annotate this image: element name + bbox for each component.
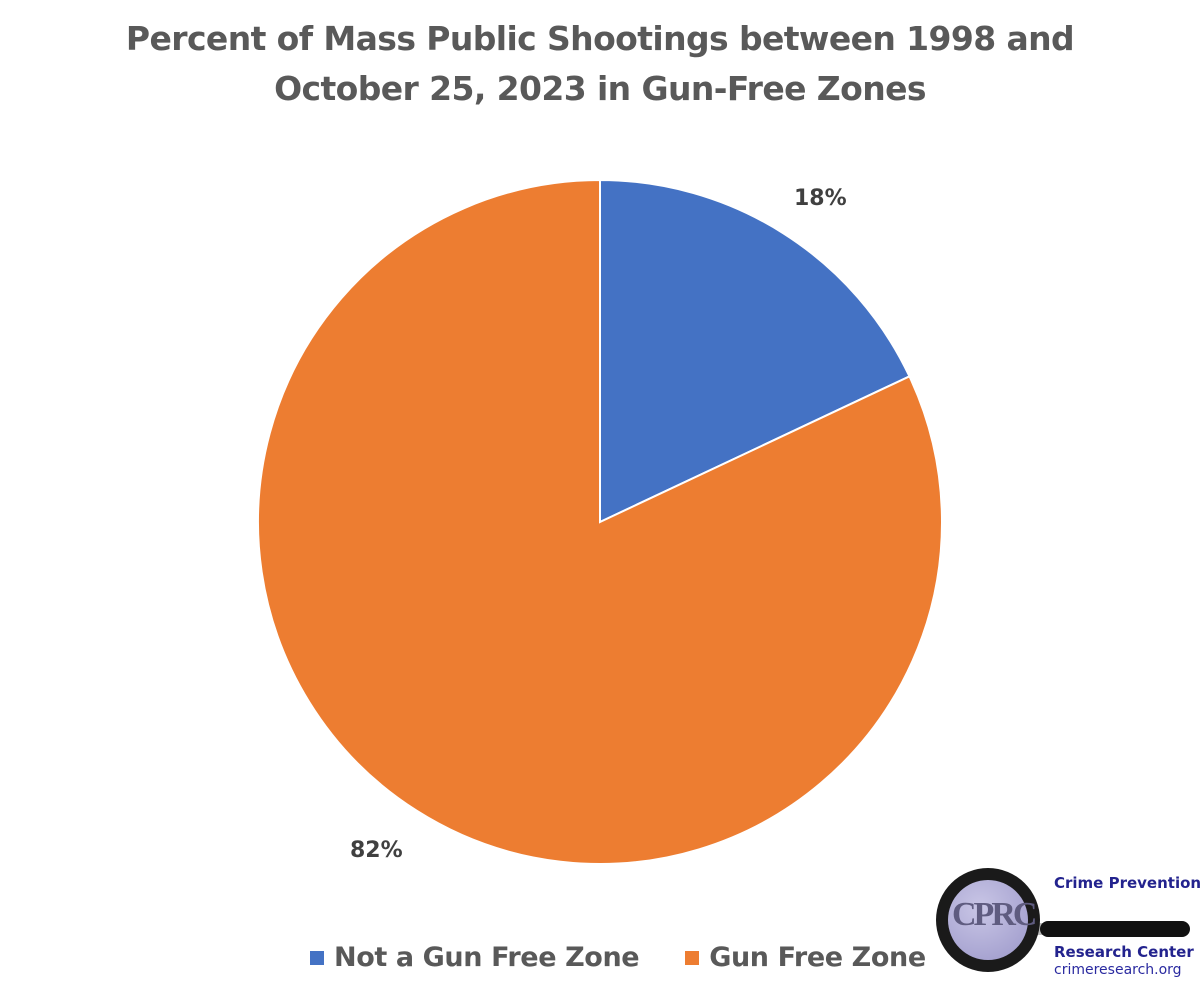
legend-item-not-gun-free-zone: Not a Gun Free Zone — [310, 942, 640, 973]
cprc-logo: CPRC Crime Prevention Research Center cr… — [934, 866, 1200, 993]
data-label-82: 82% — [350, 838, 403, 863]
logo-line-1: Crime Prevention — [1054, 874, 1200, 892]
logo-url: crimeresearch.org — [1054, 962, 1182, 978]
legend: Not a Gun Free Zone Gun Free Zone — [310, 942, 972, 973]
legend-label: Not a Gun Free Zone — [334, 942, 640, 973]
legend-swatch-orange — [685, 950, 700, 965]
legend-label: Gun Free Zone — [709, 942, 926, 973]
pie-slice-not-gun-free-zone — [599, 178, 911, 524]
data-label-18: 18% — [794, 186, 847, 211]
magnifier-handle — [1040, 921, 1190, 937]
logo-letters: CPRC — [952, 896, 1037, 933]
magnifier-glass — [948, 880, 1028, 960]
legend-item-gun-free-zone: Gun Free Zone — [685, 942, 926, 973]
chart-title-line-2: October 25, 2023 in Gun-Free Zones — [274, 69, 926, 108]
pie-slice-gun-free-zone — [257, 178, 943, 865]
logo-line-2: Research Center — [1054, 943, 1194, 961]
chart-title-line-1: Percent of Mass Public Shootings between… — [125, 19, 1075, 58]
legend-swatch-blue — [310, 950, 324, 965]
chart-title: Percent of Mass Public Shootings between… — [0, 14, 1200, 114]
